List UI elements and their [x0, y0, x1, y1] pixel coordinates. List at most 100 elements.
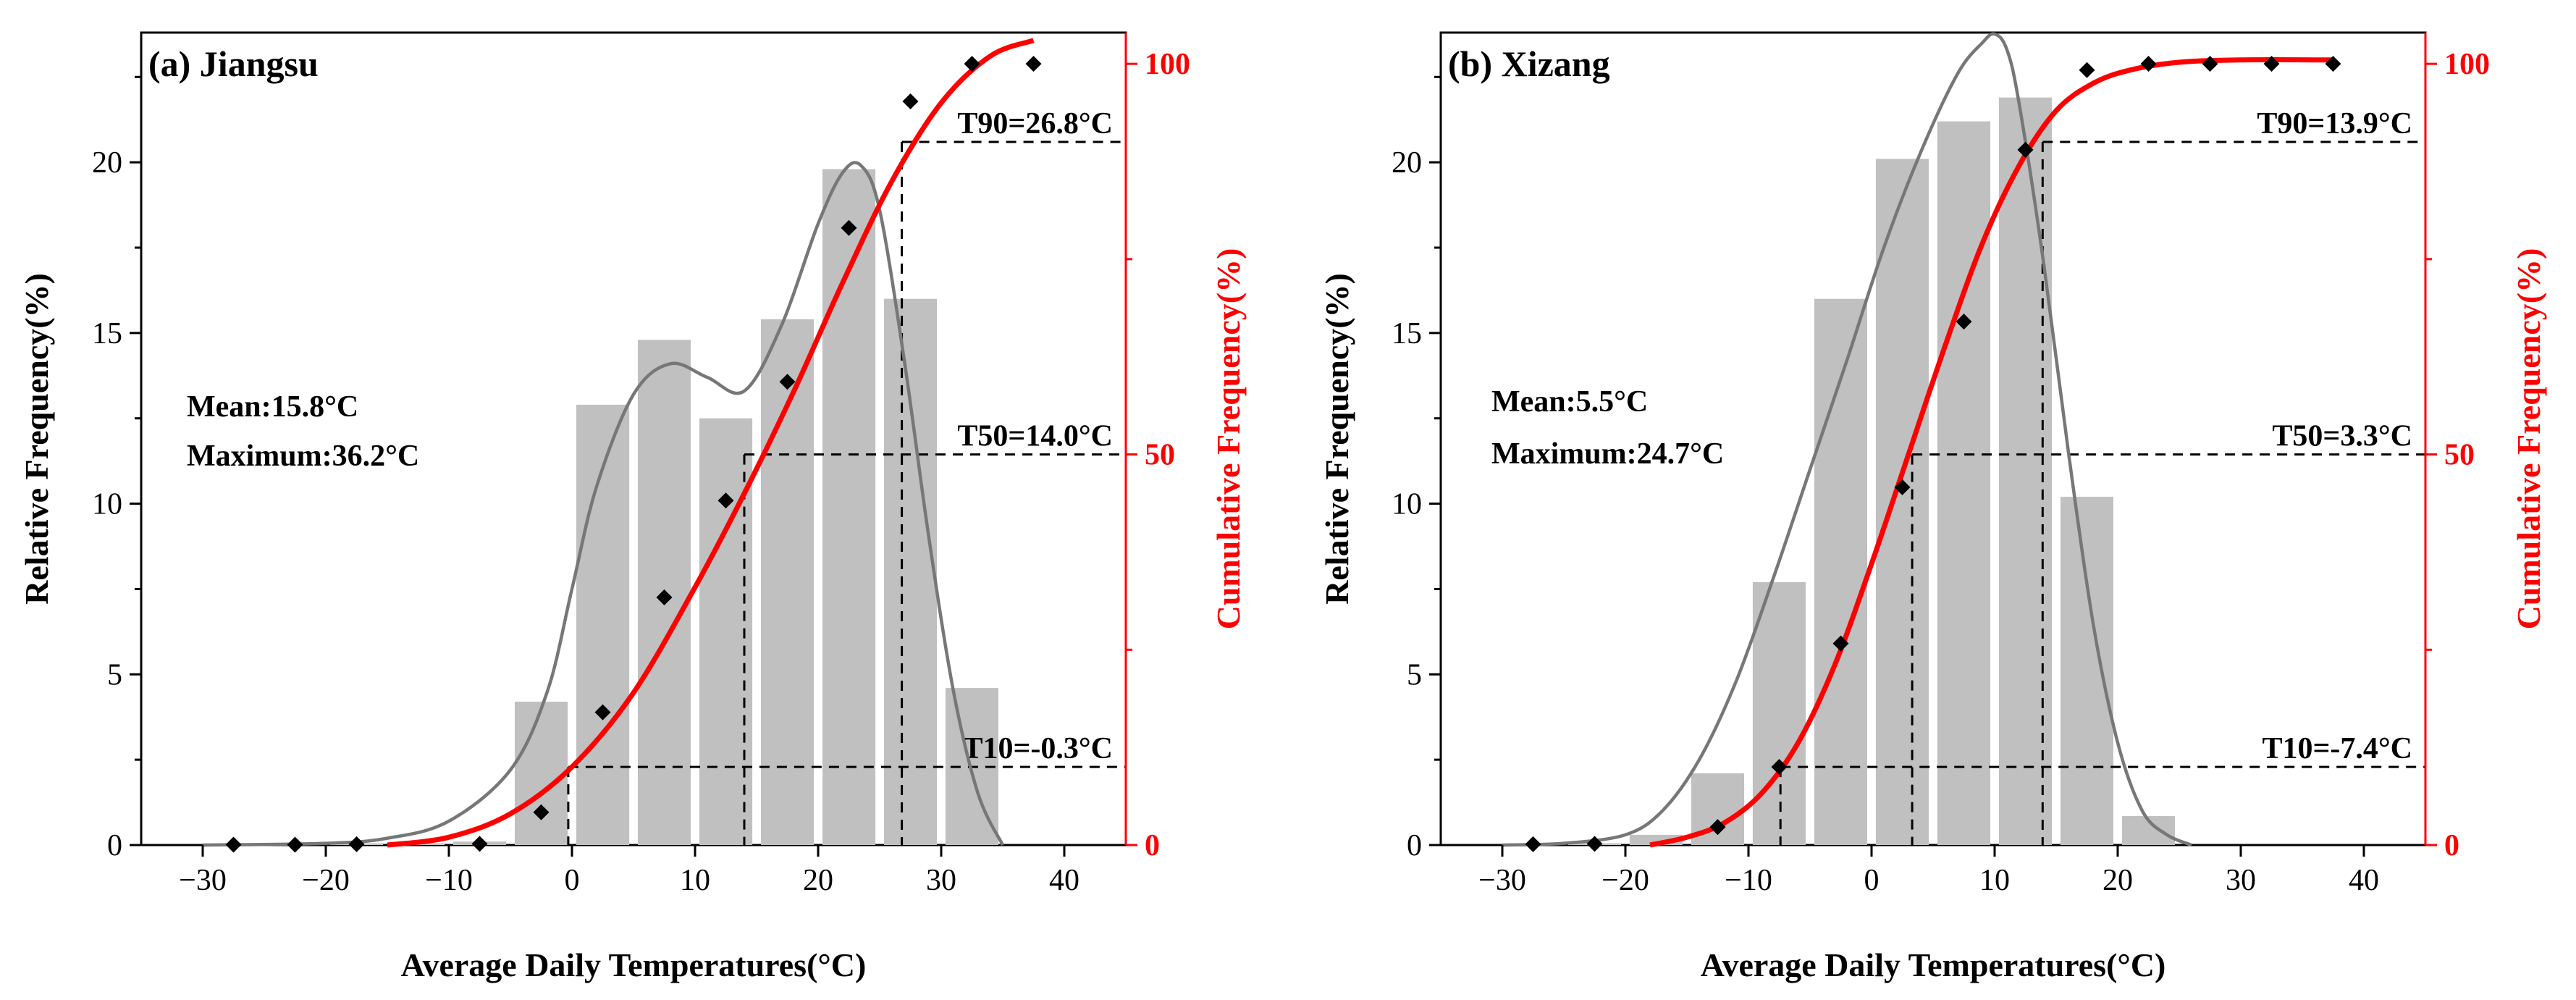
- x-tick-label: 0: [1864, 864, 1880, 897]
- x-tick-label: 0: [565, 864, 580, 897]
- maximum-text: Maximum:24.7°C: [1491, 437, 1724, 471]
- cumulative-point: [348, 836, 365, 852]
- cumulative-point: [2325, 56, 2341, 72]
- y-right-tick-label: 0: [2444, 829, 2459, 862]
- cumulative-curve: [1649, 57, 2333, 848]
- cumulative-point: [717, 492, 734, 509]
- x-tick-label: 40: [1049, 864, 1079, 897]
- bar: [1752, 582, 1806, 845]
- cumulative-point: [2140, 56, 2157, 72]
- x-tick-label: −30: [1478, 864, 1526, 897]
- cumulative-point: [1025, 56, 1042, 72]
- x-axis-title: Average Daily Temperatures(°C): [401, 946, 867, 983]
- panel-xizang: T90=13.9°C T50=3.3°C T10=-7.4°C −30 −20 −10 0…: [1318, 31, 2547, 983]
- y-axis-title: Relative Frequency(%): [18, 273, 55, 605]
- cumulative-point: [594, 704, 611, 720]
- cumulative-point: [964, 56, 980, 72]
- cumulative-point: [1894, 479, 1911, 495]
- bar: [515, 702, 568, 845]
- reference-label: T10=-0.3°C: [962, 732, 1113, 765]
- density-curve: [1502, 32, 2192, 847]
- cumulative-point-group: [225, 56, 1042, 853]
- cumulative-point: [1709, 819, 1726, 836]
- cumulative-point: [1771, 759, 1788, 776]
- x-tick-label: 20: [2103, 864, 2133, 897]
- panel-label: (a) Jiangsu: [148, 43, 319, 84]
- x-tick-label: 10: [1979, 864, 2010, 897]
- reference-line-group: T90=13.9°C T50=3.3°C T10=-7.4°C: [1779, 107, 2425, 845]
- bar: [576, 404, 630, 845]
- cumulative-point: [2079, 62, 2095, 78]
- cumulative-point: [841, 219, 857, 236]
- bar-group: [207, 169, 998, 846]
- y-right-tick-label: 100: [2444, 48, 2490, 81]
- cumulative-curve: [387, 38, 1035, 848]
- cumulative-point: [471, 836, 488, 852]
- axis-group: −30 −20 −10 0 10 20 30 40 0 5 10 15 20 0 50 100: [1392, 33, 2490, 897]
- cumulative-point: [225, 836, 242, 853]
- maximum-text: Maximum:36.2°C: [187, 440, 419, 473]
- mean-text: Mean:15.8°C: [187, 390, 358, 424]
- x-tick-label: 10: [680, 864, 710, 897]
- y-tick-label: 20: [92, 146, 122, 180]
- cumulative-point: [1586, 836, 1603, 852]
- x-tick-label: −20: [1601, 864, 1649, 897]
- y-tick-label: 0: [1407, 829, 1422, 862]
- y-axis-title: Relative Frequency(%): [1318, 273, 1355, 605]
- y-tick-label: 5: [107, 658, 122, 692]
- cumulative-point: [1832, 635, 1849, 652]
- y-tick-label: 10: [92, 488, 122, 521]
- density-curve: [202, 161, 1005, 847]
- curve-group: [202, 38, 1035, 848]
- bar: [884, 298, 938, 845]
- axis-group: −30 −20 −10 0 10 20 30 40 0 5 10 15 20 0 50 100: [92, 33, 1190, 897]
- bar: [1814, 298, 1867, 845]
- x-tick-label: 20: [803, 864, 833, 897]
- cumulative-point: [2017, 141, 2034, 158]
- cumulative-point: [779, 374, 796, 390]
- x-axis-title: Average Daily Temperatures(°C): [1701, 946, 2166, 983]
- mean-text: Mean:5.5°C: [1491, 385, 1648, 419]
- cumulative-point: [656, 589, 673, 606]
- cumulative-point: [533, 804, 550, 820]
- bar: [1937, 121, 1990, 846]
- y-right-tick-label: 0: [1145, 829, 1160, 862]
- x-tick-label: 40: [2349, 864, 2379, 897]
- cumulative-point: [1956, 314, 1972, 330]
- reference-label: T50=14.0°C: [957, 420, 1113, 453]
- reference-label: T50=3.3°C: [2272, 420, 2412, 453]
- y-tick-label: 0: [107, 829, 122, 862]
- reference-label: T90=26.8°C: [957, 107, 1113, 140]
- cumulative-point: [1525, 836, 1541, 852]
- cumulative-point-group: [1525, 56, 2341, 852]
- y-tick-label: 15: [1392, 317, 1422, 350]
- bar: [822, 169, 876, 846]
- cumulative-point: [2263, 56, 2280, 72]
- panel-label: (b) Xizang: [1448, 43, 1610, 84]
- cumulative-point: [2202, 56, 2218, 72]
- panel-jiangsu: T90=26.8°C T50=14.0°C T10=-0.3°C −30 −20 −10…: [18, 31, 1247, 983]
- bar: [2060, 497, 2113, 845]
- bar: [1998, 97, 2052, 846]
- y-tick-label: 10: [1392, 488, 1422, 521]
- x-tick-label: −30: [179, 864, 227, 897]
- y-right-tick-label: 50: [1145, 439, 1175, 472]
- x-tick-label: 30: [926, 864, 956, 897]
- bar: [1875, 159, 1929, 845]
- reference-label: T90=13.9°C: [2257, 107, 2412, 140]
- y-right-tick-label: 100: [1145, 48, 1190, 81]
- y-tick-label: 15: [92, 317, 122, 350]
- x-tick-label: 30: [2226, 864, 2256, 897]
- cumulative-point: [287, 836, 303, 853]
- bar-group: [1506, 97, 2175, 846]
- reference-label: T10=-7.4°C: [2262, 732, 2412, 765]
- x-tick-label: −20: [302, 864, 350, 897]
- y-right-tick-label: 50: [2444, 439, 2475, 472]
- y-axis-title-right: Cumulative Frequency(%): [1210, 248, 1247, 630]
- x-tick-label: −10: [425, 864, 473, 897]
- y-axis-title-right: Cumulative Frequency(%): [2510, 248, 2547, 630]
- y-tick-label: 20: [1392, 146, 1422, 180]
- reference-line-group: T90=26.8°C T50=14.0°C T10=-0.3°C: [567, 107, 1126, 845]
- y-tick-label: 5: [1407, 658, 1422, 692]
- cumulative-point: [902, 93, 919, 109]
